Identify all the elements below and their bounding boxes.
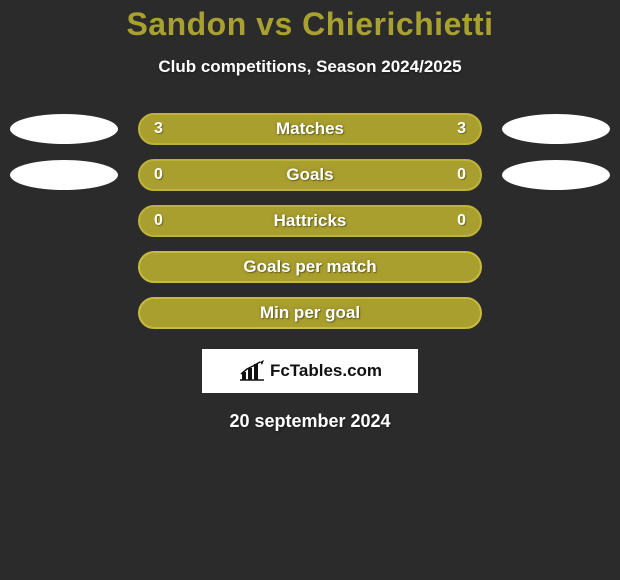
stat-row: Goals 0 0 <box>0 159 620 191</box>
stat-value-left: 3 <box>154 120 163 138</box>
comparison-card: Sandon vs Chierichietti Club competition… <box>0 0 620 580</box>
stat-label: Min per goal <box>260 303 360 323</box>
stat-row: Goals per match <box>0 251 620 283</box>
stat-row: Hattricks 0 0 <box>0 205 620 237</box>
subtitle: Club competitions, Season 2024/2025 <box>0 57 620 77</box>
player1-marker <box>10 160 118 190</box>
stat-label: Matches <box>276 119 344 139</box>
player1-marker <box>10 114 118 144</box>
stat-label: Goals per match <box>243 257 376 277</box>
title-player2: Chierichietti <box>302 6 493 42</box>
stat-bar: Goals 0 0 <box>138 159 482 191</box>
stat-label: Goals <box>286 165 333 185</box>
stat-bar: Min per goal <box>138 297 482 329</box>
date-label: 20 september 2024 <box>0 411 620 432</box>
bar-chart-icon <box>238 360 266 382</box>
stat-value-left: 0 <box>154 166 163 184</box>
stat-value-right: 3 <box>457 120 466 138</box>
stat-value-left: 0 <box>154 212 163 230</box>
title-vs: vs <box>256 6 293 42</box>
stat-row: Matches 3 3 <box>0 113 620 145</box>
stat-row: Min per goal <box>0 297 620 329</box>
player2-marker <box>502 160 610 190</box>
player2-marker <box>502 114 610 144</box>
brand-box[interactable]: FcTables.com <box>202 349 418 393</box>
stat-label: Hattricks <box>274 211 347 231</box>
stats-container: Matches 3 3 Goals 0 0 Hattricks 0 0 Goals per mat… <box>0 113 620 329</box>
title-player1: Sandon <box>126 6 246 42</box>
stat-bar: Matches 3 3 <box>138 113 482 145</box>
stat-value-right: 0 <box>457 166 466 184</box>
stat-value-right: 0 <box>457 212 466 230</box>
brand-text: FcTables.com <box>270 361 382 381</box>
stat-bar: Goals per match <box>138 251 482 283</box>
stat-bar: Hattricks 0 0 <box>138 205 482 237</box>
page-title: Sandon vs Chierichietti <box>0 6 620 43</box>
